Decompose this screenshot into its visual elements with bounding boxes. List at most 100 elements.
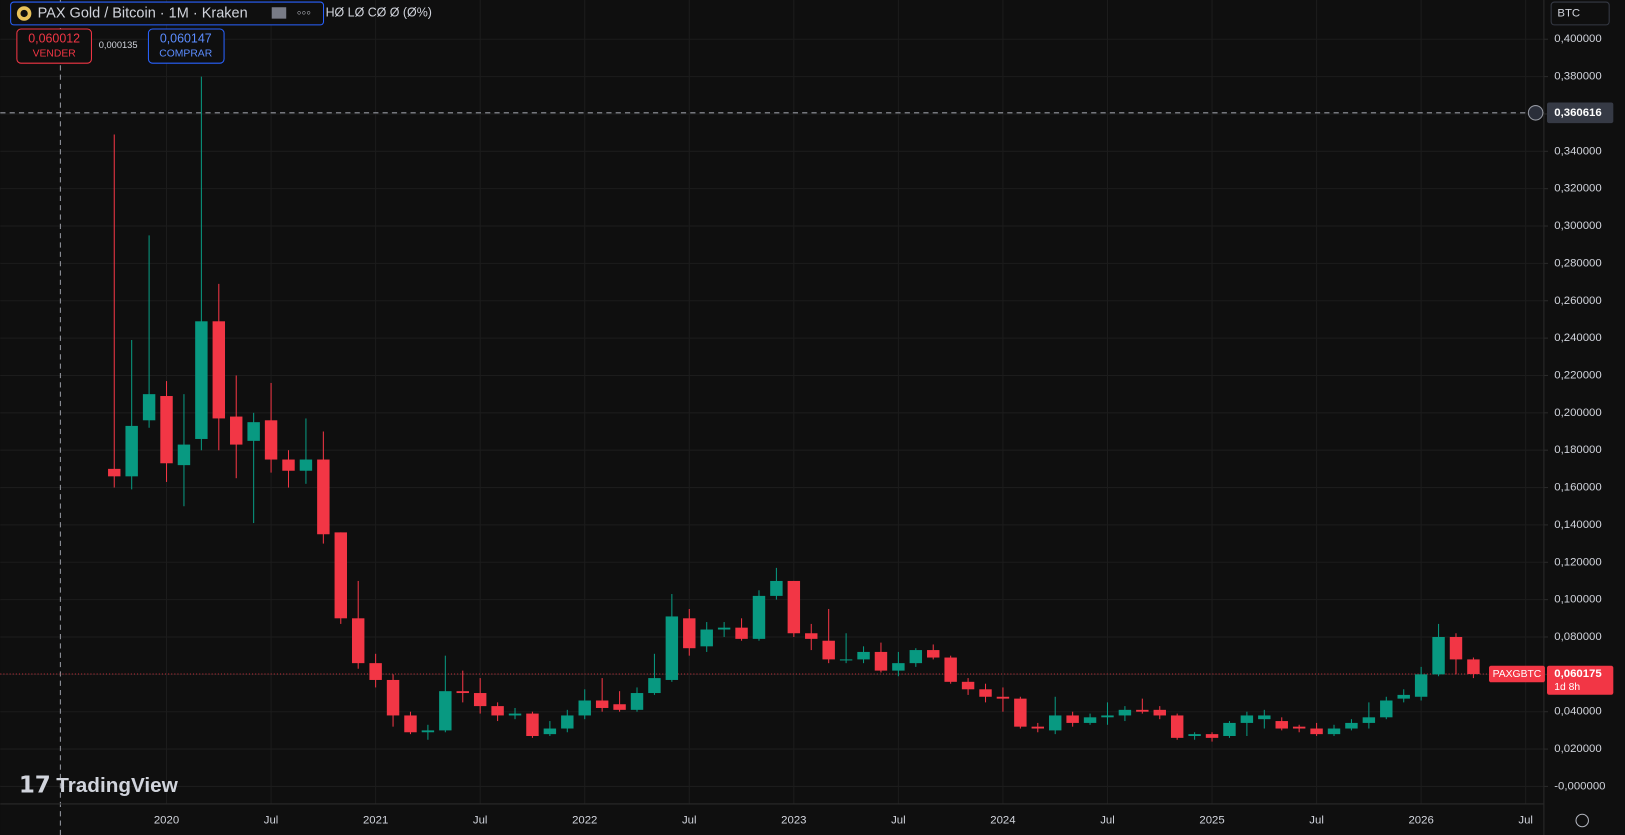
candle-body — [456, 691, 469, 694]
candle-body — [421, 730, 435, 733]
y-tick-label: 0,240000 — [1554, 332, 1601, 344]
currency-button[interactable] — [1550, 1, 1610, 26]
last-price-label: 0,060175 — [1554, 668, 1602, 680]
y-tick-label: 0,280000 — [1554, 257, 1601, 269]
candle-body — [230, 416, 243, 445]
x-tick-label: Jul — [1309, 815, 1324, 827]
y-tick-label: 0,260000 — [1554, 295, 1601, 307]
candle-body — [1240, 715, 1254, 723]
candle-body — [1327, 728, 1341, 735]
candle-body — [770, 580, 783, 596]
x-tick-label: 2026 — [1408, 815, 1433, 827]
spread: 0,000135 — [99, 40, 138, 50]
candle-body — [1258, 715, 1271, 720]
candle-body — [1414, 674, 1428, 697]
symbol-label: PAXGBTC — [1493, 669, 1542, 680]
y-tick-label: 0,080000 — [1554, 631, 1601, 643]
buy-button[interactable] — [147, 28, 225, 64]
settings-icon[interactable] — [1575, 813, 1589, 828]
sell-label: VENDER — [33, 49, 76, 60]
y-tick-label: 0,320000 — [1554, 183, 1601, 195]
currency: BTC — [1557, 7, 1580, 19]
symbol-icon-inner — [20, 9, 28, 18]
logo-mark: 𝟭𝟳 — [19, 771, 51, 797]
candle-body — [578, 700, 591, 716]
x-tick-label: 2021 — [363, 815, 388, 827]
x-tick-label: Jul — [264, 815, 279, 827]
y-tick-label: 0,140000 — [1554, 519, 1601, 531]
crosshair-label-box — [1547, 102, 1614, 124]
candle-body — [473, 693, 487, 707]
x-tick-label: Jul — [891, 815, 906, 827]
candle-body — [317, 459, 330, 535]
candle-body — [247, 422, 260, 441]
candle-body — [1031, 726, 1045, 729]
candle-body — [508, 713, 522, 716]
candle-body — [805, 633, 818, 639]
y-tick-label: 0,160000 — [1554, 482, 1601, 494]
candle-body — [351, 618, 365, 664]
candle-body — [1170, 715, 1184, 738]
candle-body — [108, 468, 121, 477]
candle-body — [857, 651, 870, 660]
candle-body — [334, 532, 347, 619]
candle-body — [1101, 715, 1114, 718]
candle-body — [369, 663, 382, 680]
y-tick-label: 0,180000 — [1554, 444, 1601, 456]
x-tick-label: 2025 — [1199, 815, 1224, 827]
candle-body — [1066, 715, 1079, 723]
candle-body — [700, 629, 713, 647]
candle-body — [404, 715, 417, 733]
candle-body — [212, 321, 226, 419]
candle-body — [160, 396, 173, 464]
candles — [108, 76, 1480, 742]
y-tick-label: 0,400000 — [1554, 33, 1601, 45]
candle-body — [874, 651, 888, 671]
candle-body — [1083, 717, 1097, 723]
chart-title: PAX Gold / Bitcoin · 1M · Kraken — [38, 5, 248, 21]
candle-body — [595, 700, 609, 708]
candle-body — [142, 394, 156, 421]
candle-body — [961, 681, 975, 690]
candle-body — [1275, 721, 1288, 729]
add-alert-button[interactable] — [1527, 105, 1544, 121]
sell-button[interactable] — [16, 28, 92, 64]
candle-body — [491, 706, 504, 716]
compare-icon[interactable] — [271, 7, 287, 19]
last-price-box — [1547, 665, 1614, 695]
candle-body — [839, 659, 853, 661]
candle-body — [892, 663, 905, 671]
candle-body — [177, 444, 191, 466]
candle-body — [717, 627, 731, 630]
candle-body — [944, 657, 957, 682]
symbol-box[interactable] — [10, 1, 325, 26]
candle-body — [1188, 734, 1201, 736]
candle-body — [526, 713, 539, 736]
candle-body — [1362, 717, 1376, 723]
candle-body — [996, 696, 1010, 699]
buy-label: COMPRAR — [159, 49, 212, 60]
candle-body — [195, 321, 208, 439]
x-tick-label: Jul — [682, 815, 697, 827]
candle-body — [613, 704, 626, 710]
candle-body — [1432, 636, 1445, 675]
y-tick-label: 0,020000 — [1554, 743, 1601, 755]
x-tick-label: Jul — [1518, 815, 1533, 827]
y-tick-label: 0,100000 — [1554, 594, 1601, 606]
candle-body — [125, 425, 138, 477]
y-tick-label: 0,380000 — [1554, 71, 1601, 83]
candle-body — [909, 650, 923, 664]
x-tick-label: Jul — [473, 815, 488, 827]
countdown: 1d 8h — [1554, 682, 1580, 693]
y-tick-label: 0,340000 — [1554, 145, 1601, 157]
candle-body — [1380, 700, 1393, 718]
buy-price: 0,060147 — [160, 32, 212, 46]
y-tick-label: 0,300000 — [1554, 220, 1601, 232]
sell-price: 0,060012 — [28, 32, 80, 46]
candle-body — [561, 715, 574, 729]
symbol-label-box — [1488, 665, 1545, 683]
more-icon[interactable]: ◦◦◦ — [297, 5, 312, 20]
candle-body — [1014, 698, 1027, 727]
candle-body — [1205, 734, 1219, 738]
